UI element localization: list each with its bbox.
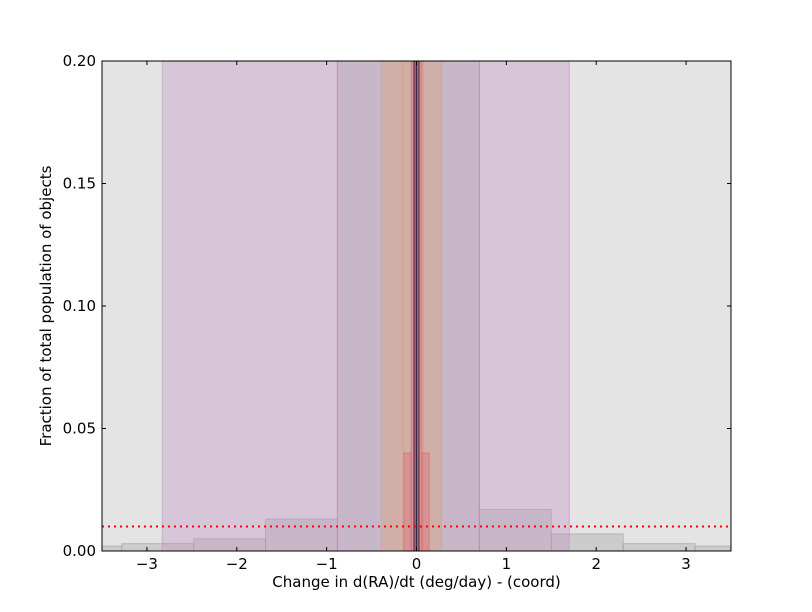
- x-tick-label: −1: [316, 555, 338, 573]
- x-tick-label: 3: [681, 555, 691, 573]
- series-layer: [101, 60, 732, 552]
- y-tick-label: 0.20: [63, 52, 96, 70]
- x-tick-label: −2: [226, 555, 248, 573]
- y-tick-label: 0.00: [63, 542, 96, 560]
- series-3-bar-4: [421, 452, 430, 552]
- x-tick-label: 2: [591, 555, 601, 573]
- series-1-bar-0: [161, 60, 338, 552]
- series-1-bar-1: [336, 60, 480, 552]
- series-1-bar-2: [478, 60, 570, 552]
- y-axis-label: Fraction of total population of objects: [37, 165, 55, 446]
- y-tick-label: 0.15: [63, 175, 96, 193]
- ticks-layer: −3 −2 −1 0 1 2 3 0.00 0.05 0.10 0.15 0.20: [63, 52, 731, 573]
- series-0-bar-8: [694, 545, 732, 552]
- y-tick-label: 0.10: [63, 297, 96, 315]
- plot-frame: [101, 60, 732, 552]
- series-2-bar-0: [380, 60, 404, 552]
- series-0-bar-0: [101, 545, 123, 552]
- series-4-bar-1: [416, 60, 420, 552]
- series-1: [161, 60, 570, 552]
- x-tick-label: 0: [412, 555, 422, 573]
- series-0-bar-7: [622, 543, 696, 552]
- series-4: [413, 60, 420, 552]
- series-0-bar-5: [478, 508, 552, 552]
- x-tick-label: 1: [502, 555, 512, 573]
- x-tick-label: −3: [136, 555, 158, 573]
- y-tick-label: 0.05: [63, 420, 96, 438]
- x-axis-label: Change in d(RA)/dt (deg/day) - (coord): [272, 573, 560, 591]
- series-0-bar-4: [336, 60, 480, 552]
- series-3-bar-0: [403, 452, 412, 552]
